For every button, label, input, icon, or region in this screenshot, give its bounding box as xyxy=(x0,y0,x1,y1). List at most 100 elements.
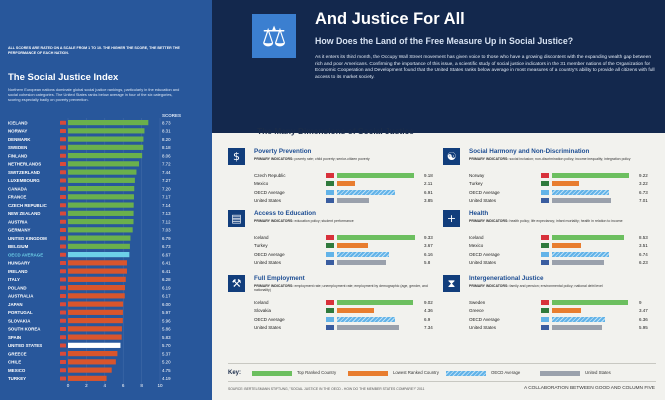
bar xyxy=(68,202,134,208)
flag-icon xyxy=(60,351,66,356)
x-tick-label: 10 xyxy=(157,383,163,388)
key-text: Top Ranked Country xyxy=(297,370,337,375)
bar xyxy=(68,367,112,373)
value-label: 7.34 xyxy=(424,325,433,331)
key-label: Key: xyxy=(228,370,242,376)
flag-icon xyxy=(60,203,66,208)
category-label: NEW ZEALAND xyxy=(8,211,40,216)
card-indicators: PRIMARY INDICATORS: family and pension; … xyxy=(469,284,603,288)
card-row: Iceland 9.33 xyxy=(254,235,439,243)
flag-icon xyxy=(541,251,549,257)
value-label: 3.85 xyxy=(424,198,433,204)
bar xyxy=(68,194,134,200)
bar xyxy=(552,300,628,305)
collaboration-credit: A COLLABORATION BETWEEN GOOD AND COLUMN … xyxy=(523,386,655,391)
value-label: 4.36 xyxy=(424,308,433,314)
bar xyxy=(68,227,133,233)
flag-icon xyxy=(60,145,66,150)
category-label: NETHERLANDS xyxy=(8,162,41,167)
flag-icon xyxy=(60,261,66,266)
category-label: FINLAND xyxy=(8,153,27,158)
key-text: Lowest Ranked Country xyxy=(393,370,439,375)
country-name: Iceland xyxy=(469,235,484,240)
value-label: 7.14 xyxy=(162,203,171,208)
category-label: JAPAN xyxy=(8,302,23,307)
bar xyxy=(68,301,124,307)
dimension-card: + Health PRIMARY INDICATORS: health policy… xyxy=(443,210,648,268)
value-label: 6.28 xyxy=(162,277,171,282)
card-title: Poverty Prevention xyxy=(254,148,312,155)
country-name: Turkey xyxy=(254,243,268,249)
country-name: United States xyxy=(469,198,497,204)
flag-icon xyxy=(60,335,66,340)
flag-icon xyxy=(60,162,66,167)
value-label: 7.12 xyxy=(162,219,171,224)
bar xyxy=(68,144,144,150)
card-title: Access to Education xyxy=(254,210,316,217)
bar xyxy=(68,235,131,241)
flag-icon xyxy=(60,228,66,233)
category-label: CANADA xyxy=(8,186,28,191)
value-label: 3.22 xyxy=(639,181,648,187)
flag-icon xyxy=(541,235,549,240)
value-label: 5.37 xyxy=(162,351,171,356)
country-name: Czech Republic xyxy=(254,173,286,178)
country-name: United States xyxy=(254,260,282,266)
bar xyxy=(68,177,135,183)
flag-icon xyxy=(60,186,66,191)
flag-icon xyxy=(60,178,66,183)
x-tick-label: 2 xyxy=(85,383,88,388)
value-label: 8.73 xyxy=(162,120,171,125)
country-name: United States xyxy=(254,325,282,331)
category-label: NORWAY xyxy=(8,129,27,134)
card-indicators: PRIMARY INDICATORS: education policy; st… xyxy=(254,219,354,223)
flag-icon xyxy=(326,316,334,322)
bar xyxy=(68,309,123,315)
category-label: UNITED STATES xyxy=(8,343,42,348)
card-row: Mexico 2.11 xyxy=(254,181,439,189)
divider xyxy=(228,363,656,364)
flag-icon xyxy=(60,310,66,315)
flag-icon xyxy=(541,198,549,204)
flag-icon xyxy=(60,327,66,332)
card-row: OECD Average 6.74 xyxy=(469,251,654,260)
key-swatch xyxy=(348,371,388,376)
x-tick-label: 4 xyxy=(104,383,107,388)
value-label: 5.97 xyxy=(162,310,171,315)
index-description: Northern European nations dominate globa… xyxy=(8,87,180,103)
intro-paragraph: As it enters its third month, the Occupy… xyxy=(315,55,655,80)
bar xyxy=(68,153,143,159)
x-tick-label: 6 xyxy=(122,383,125,388)
bar xyxy=(68,169,137,175)
card-row: Norway 9.22 xyxy=(469,173,654,181)
key-text: United States xyxy=(585,370,611,375)
flag-icon xyxy=(60,277,66,282)
country-name: Mexico xyxy=(469,243,484,249)
category-label: POLAND xyxy=(8,285,27,290)
value-label: 7.03 xyxy=(162,228,171,233)
card-indicators: PRIMARY INDICATORS: poverty rate; child … xyxy=(254,157,370,161)
value-label: 5.20 xyxy=(162,360,171,365)
index-chart: 0 2 4 6 8 10 ICELAND 8.73 NORWAY 8.31 DENMARK 8.20 S… xyxy=(8,118,171,388)
card-indicators: PRIMARY INDICATORS: health policy; life … xyxy=(469,219,623,223)
bar xyxy=(552,260,605,266)
bar xyxy=(68,260,127,266)
country-name: Greece xyxy=(469,308,484,314)
handshake-icon: ☯ xyxy=(443,148,460,165)
flag-icon xyxy=(60,269,66,274)
value-label: 4.19 xyxy=(162,376,171,381)
flag-icon xyxy=(326,198,334,204)
flag-icon xyxy=(326,243,334,249)
bar xyxy=(68,285,125,291)
country-name: Slovakia xyxy=(254,308,272,314)
bar xyxy=(552,251,609,257)
flag-icon xyxy=(60,318,66,323)
value-label: 5.70 xyxy=(162,343,171,348)
bar xyxy=(337,300,413,305)
value-label: 6.91 xyxy=(424,189,433,195)
card-row: United States 3.85 xyxy=(254,198,439,206)
flag-icon xyxy=(60,137,66,142)
card-row: Turkey 3.67 xyxy=(254,243,439,251)
category-label: SLOVAKIA xyxy=(8,318,31,323)
value-label: 7.27 xyxy=(162,178,171,183)
